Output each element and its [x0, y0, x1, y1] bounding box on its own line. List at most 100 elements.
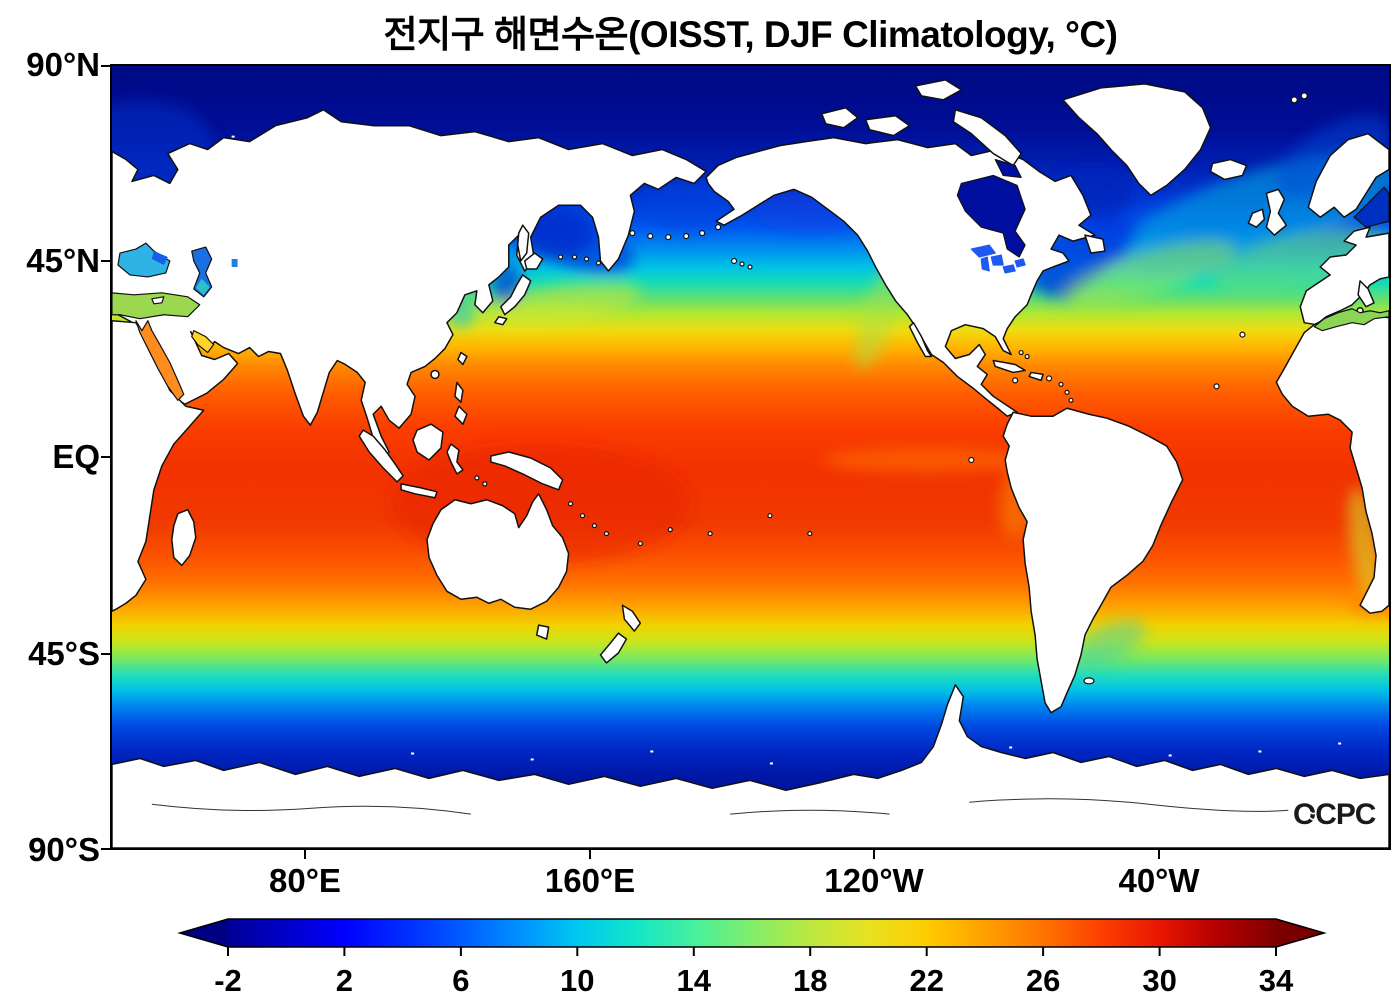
colorbar-label: 30: [1142, 963, 1176, 998]
colorbar-tick-labels: -2 2 6 10 14 18 22 26 30 34: [214, 963, 1294, 998]
land-sulawesi: [446, 443, 464, 475]
mediterranean-west: [1313, 308, 1389, 332]
y-axis-tick: [101, 456, 110, 458]
land-borneo: [412, 423, 444, 461]
x-axis-label-160e: 160°E: [544, 862, 636, 899]
y-axis-tick: [101, 653, 110, 655]
land-sumatra: [358, 429, 404, 483]
y-axis-label-90n: 90°N: [26, 46, 100, 83]
x-axis-tick: [873, 850, 875, 859]
land-africa-west: [1275, 311, 1389, 614]
equatorial-cold-tongue: [822, 447, 1033, 473]
land-java: [400, 483, 438, 499]
land-scandinavia: [1307, 132, 1389, 218]
y-axis-tick: [101, 65, 110, 67]
labrador-cold-tongue: [1029, 211, 1143, 301]
land-iceland: [1209, 158, 1248, 181]
land-hokkaido: [523, 252, 544, 270]
colorbar-left-arrow: [180, 919, 228, 947]
antarctic-interior-lines: [151, 798, 1289, 815]
ocpc-wave-icon: [1303, 809, 1317, 821]
x-axis-label-80e: 80°E: [269, 862, 341, 899]
land-baja: [908, 321, 933, 358]
baltic-sea: [1353, 186, 1389, 228]
land-ellesmere: [914, 79, 963, 101]
bering-sea-blue: [638, 177, 735, 230]
small-islands-layer: [474, 92, 1308, 685]
y-axis-tick: [101, 260, 110, 262]
great-lakes: [970, 244, 1026, 274]
land-honshu: [500, 274, 532, 316]
x-axis-tick: [304, 850, 306, 859]
land-ireland: [1247, 208, 1266, 228]
inland-seas-layer: [112, 158, 1389, 401]
land-kyushu: [494, 315, 508, 326]
land-victoria-island: [864, 114, 911, 137]
caspian-south: [195, 278, 210, 295]
colorbar-label: 6: [452, 963, 469, 998]
land-hispaniola: [1028, 371, 1044, 382]
map-plot-frame: OCPC: [110, 64, 1391, 850]
x-axis-tick: [1158, 850, 1160, 859]
europe-shelf-green-patch: [1211, 227, 1389, 295]
land-mindanao: [454, 405, 468, 425]
land-sakhalin: [516, 224, 530, 262]
sea-ice-specks: [231, 125, 1342, 765]
sst-map: OCPC: [112, 66, 1389, 848]
colorbar-label: 18: [793, 963, 827, 998]
colorbar-label: 22: [909, 963, 943, 998]
land-banks-island: [821, 107, 859, 129]
y-axis-tick: [101, 848, 110, 850]
ocpc-logo: OCPC: [1293, 798, 1377, 831]
hudson-bay: [956, 174, 1026, 258]
land-luzon: [454, 381, 464, 404]
land-cuba: [992, 359, 1026, 374]
y-axis-label-90s: 90°S: [28, 831, 100, 868]
colorbar: -2 2 6 10 14 18 22 26 30 34: [0, 905, 1400, 1003]
colorbar-label: 14: [677, 963, 712, 998]
colorbar-ticks: [227, 947, 1277, 956]
land-eurasia: [112, 109, 707, 457]
land-antarctica: [112, 684, 1389, 848]
colorbar-right-arrow: [1276, 919, 1324, 947]
colorbar-label: 10: [560, 963, 594, 998]
colorbar-label: 34: [1259, 963, 1294, 998]
land-hainan: [430, 369, 440, 380]
mediterranean-east: [112, 292, 201, 320]
black-sea-ne: [151, 251, 168, 265]
persian-gulf: [191, 330, 215, 354]
colorbar-label: 26: [1026, 963, 1060, 998]
land-taiwan: [457, 351, 468, 366]
land-italy: [1357, 280, 1375, 308]
malvinas-cool: [1071, 619, 1146, 667]
land-tasmania: [535, 624, 550, 640]
x-axis-tick: [589, 850, 591, 859]
land-madagascar: [171, 508, 197, 567]
land-south-america: [1002, 407, 1184, 714]
land-britain: [1265, 188, 1288, 236]
land-nz-south: [599, 632, 628, 664]
y-axis-label-45s: 45°S: [28, 635, 100, 672]
land-newfoundland: [1084, 234, 1106, 254]
y-axis-label-eq: EQ: [52, 438, 100, 475]
ocpc-logo-text: OCPC: [1293, 798, 1376, 831]
foxe-basin: [994, 158, 1022, 179]
y-axis-label-45n: 45°N: [26, 242, 100, 279]
aral-sea: [231, 259, 238, 267]
land-new-guinea: [490, 451, 564, 491]
chart-title: 전지구 해면수온(OISST, DJF Climatology, °C): [383, 14, 1118, 55]
x-axis-label-120w: 120°W: [824, 862, 924, 899]
cyprus: [151, 296, 165, 305]
land-australia: [426, 493, 570, 610]
red-sea: [135, 320, 185, 401]
gulf-stream-warm: [1062, 240, 1236, 306]
colorbar-svg: -2 2 6 10 14 18 22 26 30 34: [177, 918, 1327, 998]
kuroshio-warm: [483, 280, 642, 329]
land-nz-north: [621, 604, 642, 632]
colorbar-label: -2: [214, 963, 242, 998]
land-greenland: [1062, 83, 1212, 197]
colorbar-gradient-bar: [228, 919, 1276, 947]
colorbar-label: 2: [336, 963, 353, 998]
x-axis-label-40w: 40°W: [1118, 862, 1200, 899]
